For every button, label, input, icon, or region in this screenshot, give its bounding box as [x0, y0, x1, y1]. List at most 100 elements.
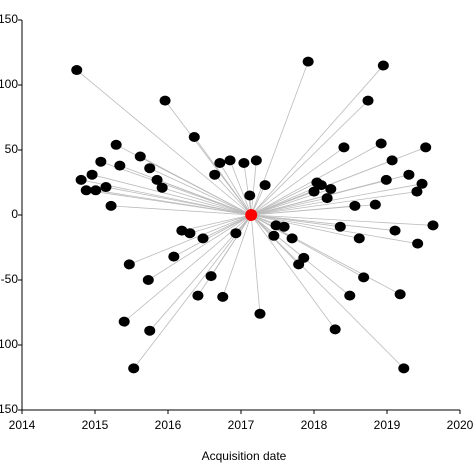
baseline-link	[123, 214, 252, 322]
baseline-link	[251, 197, 328, 216]
baseline-link	[197, 214, 252, 296]
point	[403, 169, 415, 180]
baseline-link	[140, 156, 252, 216]
point	[286, 233, 298, 244]
baseline-link	[250, 100, 369, 216]
baseline-link	[148, 214, 252, 281]
point	[389, 225, 401, 236]
baseline-link	[251, 214, 396, 231]
point	[217, 291, 229, 302]
point	[238, 158, 250, 168]
baseline-link	[105, 186, 252, 216]
baseline-link	[149, 167, 252, 216]
baseline-link	[181, 214, 252, 231]
point	[259, 180, 271, 191]
baseline-link	[250, 214, 405, 369]
y-tick-label: -100	[0, 337, 18, 351]
point	[95, 156, 107, 167]
point	[118, 316, 130, 327]
point	[254, 308, 266, 319]
point	[334, 221, 346, 232]
baseline-link	[214, 174, 252, 216]
point	[142, 275, 154, 285]
point	[349, 200, 361, 211]
point	[298, 252, 310, 263]
master-point	[245, 209, 258, 221]
baseline-link	[251, 147, 426, 216]
point	[302, 56, 314, 67]
baseline-link	[173, 214, 252, 257]
baseline-link	[251, 191, 417, 216]
point	[168, 251, 180, 262]
point	[105, 200, 117, 211]
point	[369, 199, 381, 210]
point	[123, 259, 135, 270]
point	[214, 158, 226, 168]
baseline-link	[162, 187, 252, 216]
point	[353, 233, 365, 244]
x-axis-label: Acquisition date	[202, 449, 287, 463]
point	[110, 139, 122, 150]
point	[344, 290, 356, 301]
point	[71, 65, 83, 76]
point	[144, 163, 156, 174]
baseline-link	[202, 214, 252, 239]
y-tick-label: -150	[0, 402, 18, 416]
baseline-link	[193, 136, 252, 216]
point	[308, 186, 320, 197]
x-tick-label: 2020	[447, 418, 474, 432]
point	[427, 220, 439, 231]
point	[100, 182, 112, 193]
point	[329, 324, 341, 335]
baseline-link	[111, 205, 252, 216]
point	[325, 184, 337, 194]
baseline-link	[222, 214, 252, 298]
x-tick-label: 2015	[82, 418, 109, 432]
point	[412, 238, 424, 249]
point	[188, 132, 200, 142]
point	[205, 271, 217, 282]
point	[75, 174, 87, 185]
point	[159, 95, 171, 106]
point	[375, 138, 387, 149]
point	[358, 272, 370, 283]
point	[156, 182, 168, 193]
point	[184, 228, 196, 239]
point	[416, 178, 428, 189]
y-tick-label: -50	[1, 272, 19, 286]
point	[197, 233, 209, 244]
point	[338, 142, 350, 153]
baseline-link	[250, 65, 384, 216]
baseline-link	[229, 160, 252, 216]
baseline-link	[251, 182, 318, 216]
baseline-link	[243, 162, 252, 216]
point	[144, 325, 156, 336]
point	[394, 289, 406, 300]
y-tick-label: 50	[5, 142, 19, 156]
y-tick-label: 100	[0, 77, 18, 91]
x-tick-label: 2017	[228, 418, 255, 432]
point	[380, 174, 392, 185]
baseline-link	[251, 214, 418, 244]
baseline-link	[219, 162, 252, 216]
baseline-link	[129, 214, 252, 265]
baseline-link	[251, 214, 434, 226]
point	[134, 151, 146, 162]
point	[377, 60, 389, 71]
point	[230, 228, 242, 239]
point	[362, 95, 374, 106]
x-tick-label: 2014	[9, 418, 36, 432]
point	[224, 155, 236, 166]
baseline-link	[95, 189, 252, 216]
point	[411, 186, 423, 197]
baseline-link	[251, 214, 360, 239]
baseline-link	[76, 69, 252, 216]
point	[114, 160, 126, 171]
point	[209, 169, 221, 180]
point	[321, 193, 333, 204]
point	[315, 180, 327, 191]
point	[244, 190, 256, 201]
baseline-link	[250, 214, 261, 314]
y-tick-label: 0	[11, 207, 18, 221]
